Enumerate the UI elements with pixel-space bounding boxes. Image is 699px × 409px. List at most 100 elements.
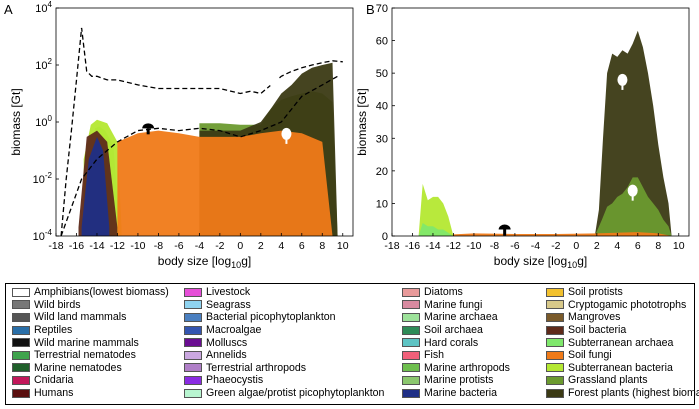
x-tick-label: 0 — [573, 240, 579, 252]
legend-label: Wild land mammals — [34, 311, 127, 324]
legend-item-terrestrial-arthropods: Terrestrial arthropods — [184, 362, 384, 375]
legend-column: Amphibians(lowest biomass) Wild birds Wild… — [12, 286, 169, 399]
legend-label: Hard corals — [424, 336, 479, 349]
mushroom-icon — [498, 224, 511, 236]
legend-swatch — [12, 312, 30, 322]
legend-label: Bacterial picophytoplankton — [206, 311, 336, 324]
legend-item-seagrass: Seagrass — [184, 299, 384, 312]
mushroom-icon — [142, 123, 155, 135]
legend-swatch — [12, 350, 30, 360]
panel-b-label: B — [366, 2, 375, 17]
legend-label: Amphibians(lowest biomass) — [34, 286, 169, 299]
legend-label: Subterranean archaea — [568, 336, 674, 349]
legend-label: Subterranean bacteria — [568, 361, 673, 374]
legend-item-forest-plants-highest-biomass: Forest plants (highest biomass) — [546, 387, 699, 400]
legend-column: Diatoms Marine fungi Marine archaea Soil ar… — [402, 286, 510, 399]
x-tick-label: -8 — [154, 240, 163, 252]
legend-item-fish: Fish — [402, 349, 510, 362]
series-forest-plants-highest-biomass — [594, 30, 672, 236]
x-tick-label: 10 — [673, 240, 685, 252]
legend-label: Diatoms — [424, 286, 463, 299]
legend-swatch — [12, 388, 30, 398]
legend-swatch — [546, 300, 564, 310]
y-tick-label: 102 — [35, 57, 52, 72]
legend-label: Marine arthropods — [424, 361, 510, 374]
legend-label: Mangroves — [568, 311, 621, 324]
x-tick-label: -16 — [405, 240, 420, 252]
legend-label: Humans — [34, 387, 74, 400]
x-tick-label: 6 — [635, 240, 641, 252]
legend-item-hard-corals: Hard corals — [402, 336, 510, 349]
legend-item-soil-bacteria: Soil bacteria — [546, 324, 699, 337]
legend-swatch — [12, 363, 30, 373]
series-soil-fungi — [422, 232, 672, 236]
x-tick-label: -2 — [551, 240, 560, 252]
legend-swatch — [184, 375, 202, 385]
series-grassland-plants — [594, 177, 672, 236]
legend-swatch — [12, 338, 30, 348]
biomass-charts: A B -18 -16 -14 -12 -10 -8 -6 -4 -2 0 2 4 6 8 1010-410… — [4, 0, 690, 270]
legend-label: Wild marine mammals — [34, 336, 139, 349]
legend-item-wild-birds: Wild birds — [12, 299, 169, 312]
legend-label: Macroalgae — [206, 324, 262, 337]
x-tick-label: 6 — [299, 240, 305, 252]
legend-label: Terrestrial arthropods — [206, 361, 307, 374]
legend-swatch — [184, 325, 202, 335]
x-tick-label: -10 — [466, 240, 481, 252]
x-axis-label: body size [log10g] — [158, 254, 251, 270]
legend-swatch — [12, 300, 30, 310]
legend-swatch — [546, 287, 564, 297]
legend-swatch — [184, 338, 202, 348]
y-tick-label: 10-2 — [33, 171, 53, 186]
tree-icon — [269, 75, 280, 92]
legend-item-macroalgae: Macroalgae — [184, 324, 384, 337]
legend-label: Molluscs — [206, 336, 248, 349]
legend-label: Soil archaea — [424, 324, 483, 337]
legend-swatch — [546, 350, 564, 360]
x-tick-label: -2 — [215, 240, 224, 252]
y-axis-label: biomass [Gt] — [355, 88, 369, 155]
tree-icon — [627, 184, 638, 201]
legend-item-terrestrial-nematodes: Terrestrial nematodes — [12, 349, 169, 362]
legend-item-humans: Humans — [12, 387, 169, 400]
plot-area — [418, 30, 672, 236]
legend-label: Marine archaea — [424, 311, 498, 324]
legend-swatch — [184, 300, 202, 310]
legend-swatch — [12, 325, 30, 335]
tree-icon — [281, 127, 292, 144]
legend-swatch — [546, 312, 564, 322]
panel-a: -18 -16 -14 -12 -10 -8 -6 -4 -2 0 2 4 6 8 10 10-4 10-2 10… — [9, 0, 354, 270]
legend-item-reptiles: Reptiles — [12, 324, 169, 337]
x-tick-label: -4 — [195, 240, 204, 252]
legend-item-phaeocystis: Phaeocystis — [184, 374, 384, 387]
x-tick-label: -8 — [490, 240, 499, 252]
y-tick-label: 40 — [376, 101, 388, 113]
y-tick-label: 50 — [376, 68, 388, 80]
legend-item-wild-marine-mammals: Wild marine mammals — [12, 336, 169, 349]
legend-label: Annelids — [206, 349, 247, 362]
legend-item-marine-archaea: Marine archaea — [402, 311, 510, 324]
y-tick-label: 10-4 — [33, 228, 53, 243]
legend-item-soil-protists: Soil protists — [546, 286, 699, 299]
legend-item-marine-bacteria: Marine bacteria — [402, 387, 510, 400]
tree-icon — [617, 73, 628, 90]
x-tick-label: 8 — [319, 240, 325, 252]
y-tick-label: 10 — [376, 198, 388, 210]
legend-label: Fish — [424, 349, 445, 362]
legend-column: Soil protists Cryptogamic phototrophs Mang… — [546, 286, 699, 399]
legend-swatch — [184, 312, 202, 322]
legend-swatch — [184, 287, 202, 297]
legend-item-molluscs: Molluscs — [184, 336, 384, 349]
x-tick-label: -4 — [531, 240, 540, 252]
legend-item-green-algae-protist-picophytoplankton: Green algae/protist picophytoplankton — [184, 387, 384, 400]
legend-item-soil-fungi: Soil fungi — [546, 349, 699, 362]
legend-label: Reptiles — [34, 324, 73, 337]
legend-item-cryptogamic-phototrophs: Cryptogamic phototrophs — [546, 299, 699, 312]
y-tick-label: 0 — [382, 231, 388, 243]
x-tick-label: 4 — [614, 240, 620, 252]
total-biomass-line — [60, 27, 343, 236]
legend-swatch — [12, 287, 30, 297]
x-tick-label: -14 — [425, 240, 440, 252]
y-tick-label: 100 — [35, 114, 52, 129]
y-tick-label: 70 — [376, 3, 388, 15]
